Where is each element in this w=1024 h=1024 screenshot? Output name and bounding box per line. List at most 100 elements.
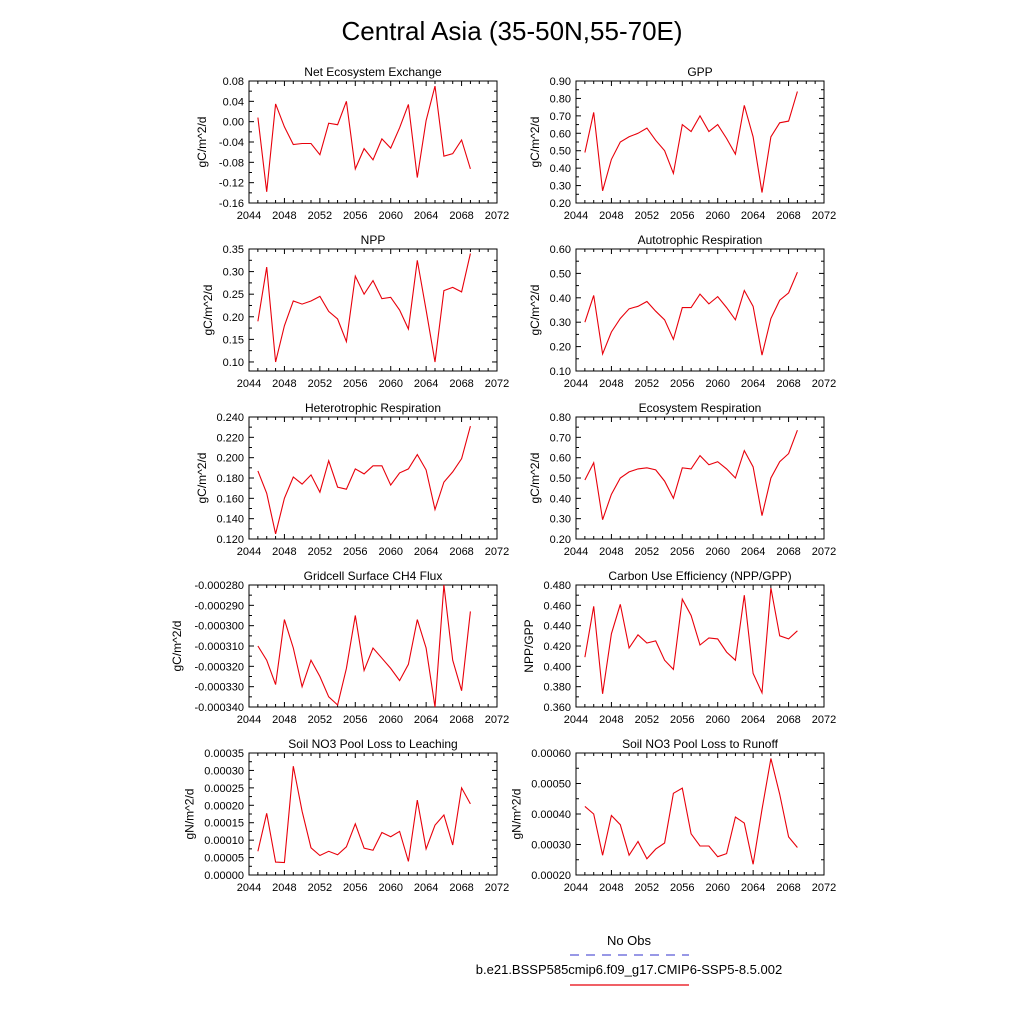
x-tick-label: 2048 [272, 546, 296, 558]
series-line-1 [257, 766, 471, 864]
y-axis-label: gC/m^2/d [170, 621, 184, 672]
y-tick-label: 0.30 [223, 267, 244, 279]
x-tick-label: 2060 [378, 882, 402, 894]
y-tick-label: 0.25 [223, 289, 244, 301]
x-tick-label: 2072 [485, 714, 509, 726]
y-tick-label: 0.20 [550, 342, 571, 354]
series-line-1 [257, 584, 471, 708]
x-tick-label: 2068 [776, 546, 800, 558]
panel-6: Ecosystem Respiration 2044 2048 2052 2056 206… [528, 401, 836, 558]
panel-title: NPP [361, 233, 386, 247]
x-tick-label: 2068 [449, 714, 473, 726]
y-tick-label: -0.12 [219, 178, 244, 190]
y-axis-label: gC/m^2/d [528, 285, 542, 336]
y-tick-label: 0.30 [550, 181, 571, 193]
y-tick-label: 0.04 [223, 96, 244, 108]
x-tick-label: 2064 [741, 210, 765, 222]
x-tick-label: 2052 [635, 546, 659, 558]
y-axis-label: gC/m^2/d [195, 117, 209, 168]
x-tick-label: 2072 [812, 714, 836, 726]
y-tick-label: 0.120 [216, 534, 244, 546]
y-tick-label: -0.000280 [194, 580, 244, 592]
series-line-1 [584, 758, 798, 865]
y-tick-label: 0.00 [223, 117, 244, 129]
x-tick-label: 2072 [812, 378, 836, 390]
panel-title: Net Ecosystem Exchange [304, 65, 442, 79]
y-tick-label: 0.70 [550, 111, 571, 123]
x-tick-label: 2048 [272, 210, 296, 222]
x-tick-label: 2068 [776, 714, 800, 726]
y-tick-label: 0.40 [550, 293, 571, 305]
y-tick-label: 0.140 [216, 514, 244, 526]
x-tick-label: 2052 [308, 546, 332, 558]
y-tick-label: 0.60 [550, 244, 571, 256]
x-tick-label: 2064 [414, 714, 438, 726]
y-tick-label: 0.360 [543, 702, 571, 714]
y-axis-label: gC/m^2/d [201, 285, 215, 336]
x-tick-label: 2068 [776, 882, 800, 894]
x-tick-label: 2052 [635, 714, 659, 726]
y-tick-label: 0.10 [223, 357, 244, 369]
x-tick-label: 2060 [378, 546, 402, 558]
x-tick-label: 2052 [308, 378, 332, 390]
y-tick-label: 0.440 [543, 621, 571, 633]
panel-2: GPP 2044 2048 2052 2056 2060 2064 2068 2072 0.20 0… [528, 65, 836, 222]
x-tick-label: 2056 [670, 210, 694, 222]
y-axis-label: gN/m^2/d [183, 789, 197, 840]
x-tick-label: 2052 [308, 210, 332, 222]
panel-title: Carbon Use Efficiency (NPP/GPP) [608, 569, 791, 583]
series-line-1 [584, 271, 798, 356]
y-tick-label: 0.40 [550, 493, 571, 505]
y-tick-label: 0.200 [216, 453, 244, 465]
y-tick-label: 0.50 [550, 146, 571, 158]
x-tick-label: 2060 [705, 882, 729, 894]
x-tick-label: 2068 [776, 210, 800, 222]
plot-frame [248, 248, 498, 372]
plot-frame [575, 416, 825, 540]
y-axis-label: gC/m^2/d [195, 453, 209, 504]
x-tick-label: 2052 [635, 882, 659, 894]
series-line-1 [257, 85, 471, 192]
y-tick-label: 0.35 [223, 244, 244, 256]
plot-frame [248, 416, 498, 540]
series-line-1 [584, 587, 798, 695]
plot-frame [575, 752, 825, 876]
x-tick-label: 2064 [414, 378, 438, 390]
panel-title: GPP [687, 65, 712, 79]
plot-frame [248, 584, 498, 708]
y-tick-label: 0.00060 [531, 748, 571, 760]
x-tick-label: 2044 [237, 210, 261, 222]
panel-5: Heterotrophic Respiration 2044 2048 2052 205… [195, 401, 509, 558]
x-tick-label: 2048 [272, 882, 296, 894]
y-tick-label: -0.16 [219, 198, 244, 210]
x-tick-label: 2056 [670, 714, 694, 726]
x-tick-label: 2056 [670, 882, 694, 894]
y-axis-label: gC/m^2/d [528, 453, 542, 504]
x-tick-label: 2064 [741, 378, 765, 390]
series-line-1 [257, 425, 471, 535]
y-tick-label: 0.90 [550, 76, 571, 88]
x-tick-label: 2048 [272, 378, 296, 390]
x-tick-label: 2044 [564, 546, 588, 558]
legend: No Obs b.e21.BSSP585cmip6.f09_g17.CMIP6-… [476, 933, 782, 986]
y-tick-label: 0.180 [216, 473, 244, 485]
y-tick-label: 0.70 [550, 432, 571, 444]
x-tick-label: 2068 [449, 882, 473, 894]
y-tick-label: 0.15 [223, 334, 244, 346]
x-tick-label: 2068 [449, 378, 473, 390]
x-tick-label: 2068 [776, 378, 800, 390]
y-tick-label: 0.160 [216, 493, 244, 505]
x-tick-label: 2056 [670, 378, 694, 390]
panel-title: Heterotrophic Respiration [305, 401, 441, 415]
x-tick-label: 2072 [485, 882, 509, 894]
panel-1: Net Ecosystem Exchange 2044 2048 2052 2056 20… [195, 65, 509, 222]
legend-label-model: b.e21.BSSP585cmip6.f09_g17.CMIP6-SSP5-8.… [476, 962, 782, 977]
y-tick-label: 0.80 [550, 93, 571, 105]
x-tick-label: 2048 [599, 210, 623, 222]
x-tick-label: 2072 [812, 210, 836, 222]
x-tick-label: 2072 [812, 882, 836, 894]
x-tick-label: 2044 [564, 882, 588, 894]
x-tick-label: 2056 [343, 882, 367, 894]
x-tick-label: 2052 [635, 378, 659, 390]
y-tick-label: 0.00035 [204, 748, 244, 760]
